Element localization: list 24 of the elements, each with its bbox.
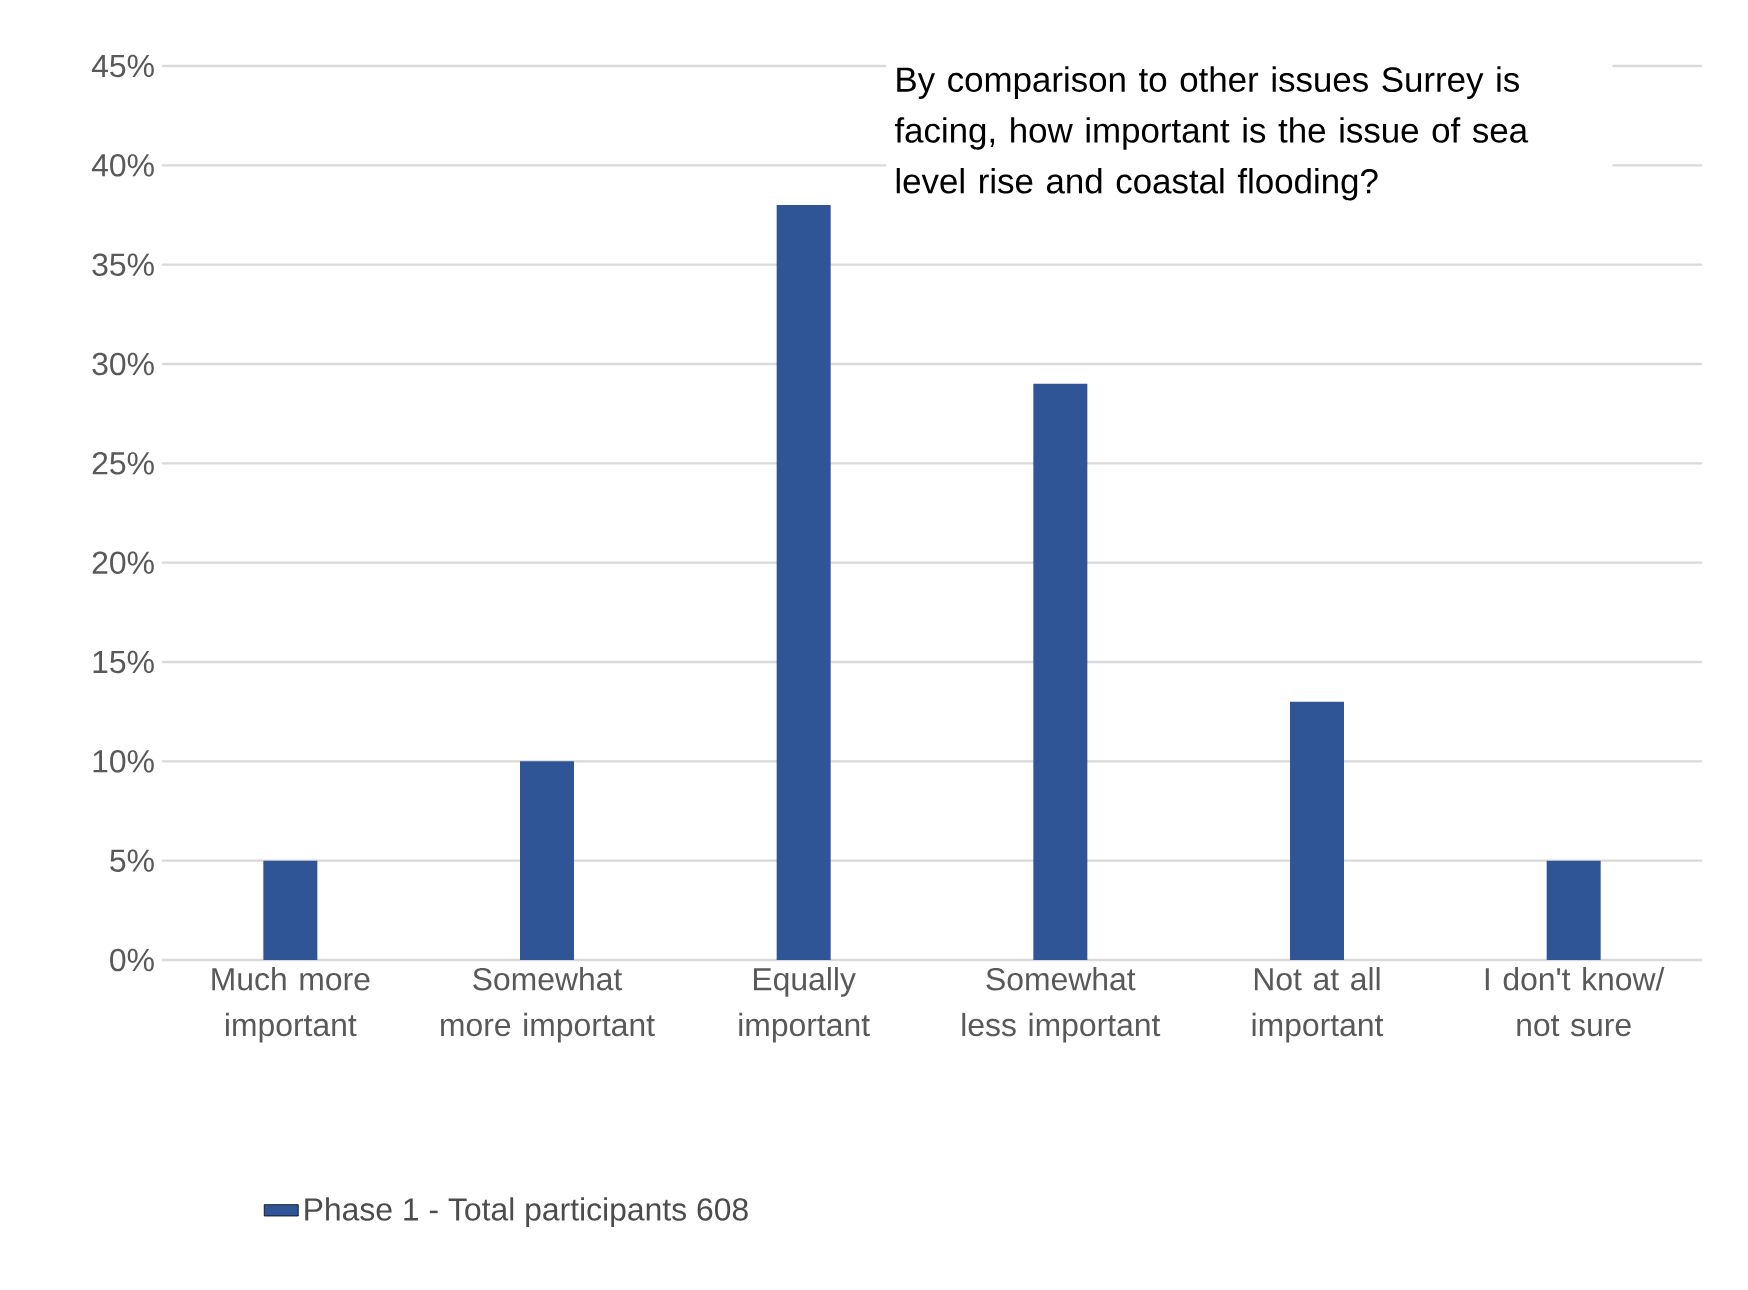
y-tick-label: 30% — [92, 352, 154, 376]
bar — [1033, 383, 1088, 960]
bar — [1290, 701, 1344, 960]
x-tick-label: Not at all important — [1252, 967, 1384, 1043]
x-tick-label: Much more important — [212, 967, 370, 1043]
x-tick-label: Equally important — [739, 967, 870, 1043]
y-tick-label: 35% — [92, 253, 154, 276]
y-tick-label: 25% — [92, 452, 154, 475]
bar — [520, 761, 574, 960]
y-tick-label: 40% — [91, 154, 154, 177]
y-tick-label: 5% — [110, 849, 154, 872]
legend-label: Phase 1 - Total participants 608 — [305, 1197, 748, 1227]
y-tick-label: 15% — [93, 650, 154, 674]
y-tick-label: 20% — [92, 551, 154, 574]
y-tick-label: 10% — [93, 750, 154, 773]
y-tick-label: 0% — [110, 948, 154, 972]
text: By comparison to other issues Surrey is facing, how important is the issue of sea level rise and coastal flooding? — [894, 66, 1529, 201]
x-tick-label: Somewhat more important — [441, 967, 655, 1043]
y-tick-label: 45% — [91, 54, 154, 78]
bar — [776, 205, 831, 960]
bar — [263, 860, 318, 960]
x-tick-label: I don't know/ not sure — [1485, 967, 1665, 1037]
bar — [1546, 860, 1601, 960]
x-tick-label: Somewhat less important — [962, 967, 1161, 1043]
